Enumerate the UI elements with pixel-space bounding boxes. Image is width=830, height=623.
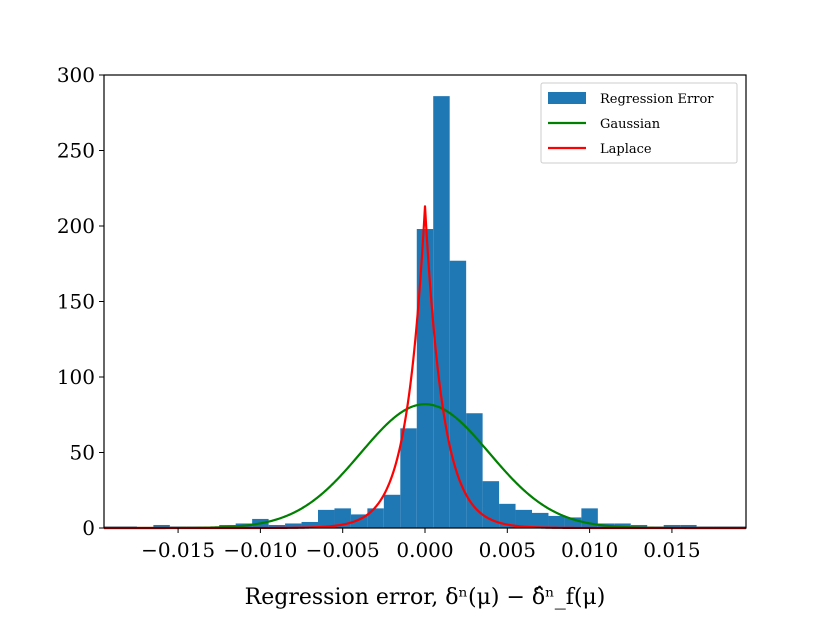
histogram-bar <box>268 524 286 528</box>
histogram-bar <box>285 523 302 528</box>
histogram-bar <box>564 517 582 528</box>
y-tick-label: 300 <box>57 63 95 87</box>
x-tick-label: 0.000 <box>396 538 453 562</box>
legend-box <box>540 82 738 164</box>
histogram-bar <box>680 524 697 528</box>
y-tick-label: 200 <box>57 214 95 238</box>
y-tick-label: 50 <box>70 441 95 465</box>
histogram-bar <box>416 229 434 528</box>
histogram-bar <box>383 494 401 528</box>
legend-swatch-regression-error <box>548 92 586 104</box>
histogram-bar <box>153 524 170 528</box>
histogram-bar <box>548 515 565 528</box>
y-tick-label: 250 <box>57 139 95 163</box>
y-tick-label: 0 <box>82 516 95 540</box>
y-tick-label: 150 <box>57 290 95 314</box>
histogram-bar <box>515 509 532 528</box>
x-axis-label: Regression error, δⁿ(μ) − δ̂ⁿ_f(μ) <box>245 585 606 610</box>
histogram-bar <box>499 503 516 528</box>
histogram-bar <box>318 509 335 528</box>
histogram-bar <box>532 512 549 528</box>
x-tick-label: 0.010 <box>561 538 618 562</box>
histogram-bar <box>663 524 681 528</box>
histogram-bar <box>367 508 384 528</box>
legend-label: Regression Error <box>600 92 714 107</box>
histogram-bar <box>400 428 417 528</box>
x-tick-label: −0.010 <box>223 538 297 562</box>
ticks: −0.015 −0.010 −0.005 0.000 0.005 0.010 0.015 0 5… <box>57 63 701 562</box>
legend-label: Gaussian <box>600 117 661 132</box>
histogram-bars <box>104 96 746 528</box>
histogram-bar <box>614 523 631 528</box>
legend: Regression Error Gaussian Laplace <box>540 82 738 164</box>
x-tick-label: 0.015 <box>643 538 700 562</box>
x-tick-label: −0.015 <box>141 538 215 562</box>
y-tick-label: 100 <box>57 365 95 389</box>
histogram-bar <box>301 521 318 528</box>
x-tick-label: 0.005 <box>479 538 536 562</box>
x-tick-label: −0.005 <box>306 538 380 562</box>
histogram-bar <box>433 96 450 528</box>
legend-label: Laplace <box>600 142 652 157</box>
